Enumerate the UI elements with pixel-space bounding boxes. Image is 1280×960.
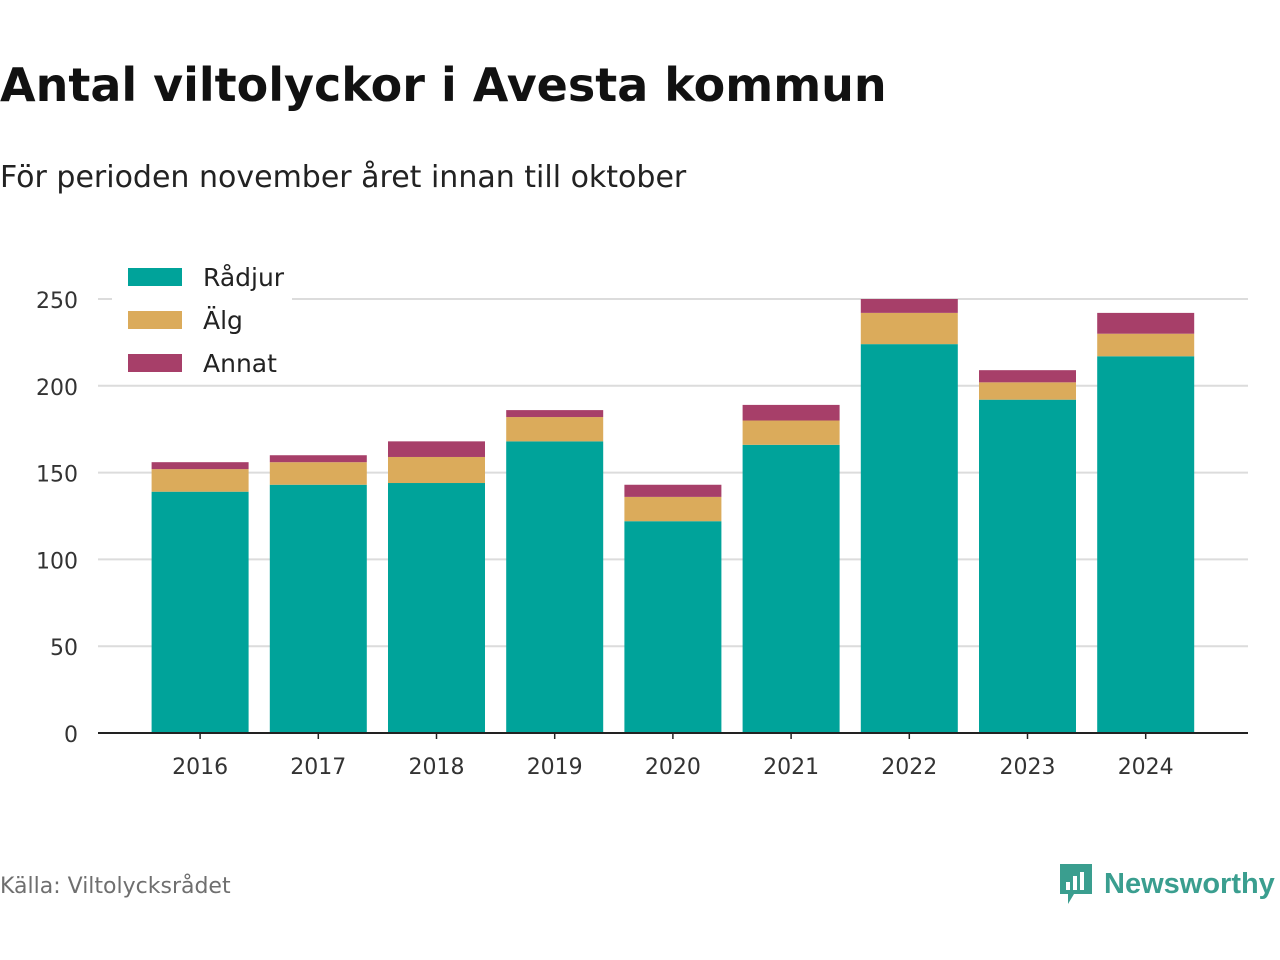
y-tick-label: 150 (36, 463, 78, 488)
bar-segment-älg (506, 417, 604, 442)
y-tick-label: 200 (36, 376, 78, 401)
x-tick-label: 2019 (527, 755, 583, 780)
bar-segment-rådjur (742, 444, 840, 733)
bar-segment-rådjur (624, 521, 722, 733)
bar-segment-annat (979, 370, 1076, 383)
bar-segment-rådjur (388, 483, 485, 733)
bar-segment-annat (506, 410, 604, 418)
x-tick-label: 2021 (763, 755, 819, 780)
axes: 0 50 100 150 200 250 2016 2017 2018 2019 2020 2021 2… (36, 289, 1248, 780)
bar-segment-älg (151, 469, 249, 492)
bar-segment-älg (979, 382, 1076, 400)
bar-segment-älg (388, 456, 485, 484)
y-tick-label: 0 (64, 723, 78, 748)
x-tick-label: 2018 (409, 755, 465, 780)
newsworthy-logo-icon (1060, 864, 1092, 904)
bar-segment-rådjur (979, 399, 1076, 733)
x-tick-label: 2023 (1000, 755, 1056, 780)
x-tick-label: 2020 (645, 755, 701, 780)
brand-logo: Newsworthy (1058, 862, 1275, 906)
y-tick-label: 100 (36, 549, 78, 574)
bar-segment-älg (269, 462, 367, 485)
x-tick-label: 2016 (172, 755, 228, 780)
bar-segment-annat (151, 462, 249, 470)
chart-title: Antal viltolyckor i Avesta kommun (0, 58, 887, 112)
bar-segment-annat (388, 441, 485, 457)
bar-segment-annat (624, 484, 722, 497)
bar-segment-annat (860, 299, 958, 313)
x-tick-label: 2024 (1118, 755, 1174, 780)
x-tick-label: 2017 (290, 755, 346, 780)
bar-segment-rådjur (506, 441, 604, 733)
y-tick-label: 250 (36, 289, 78, 314)
legend: Rådjur Älg Annat (112, 258, 292, 380)
chart-subtitle: För perioden november året innan till ok… (0, 160, 687, 195)
legend-swatch-älg (128, 311, 182, 329)
bar-segment-älg (742, 420, 840, 445)
bar-segment-älg (624, 496, 722, 522)
legend-label: Älg (203, 306, 243, 335)
bar-segment-rådjur (269, 484, 367, 733)
x-tick-label: 2022 (881, 755, 937, 780)
y-tick-label: 50 (50, 636, 78, 661)
bar-segment-rådjur (1097, 356, 1195, 733)
source-note: Källa: Viltolycksrådet (0, 874, 231, 899)
legend-swatch-rådjur (128, 268, 182, 286)
bars (151, 299, 1195, 733)
bar-segment-annat (1097, 312, 1195, 334)
bar-segment-annat (742, 404, 840, 421)
bar-segment-älg (1097, 333, 1195, 357)
legend-label: Annat (203, 349, 277, 378)
brand-name: Newsworthy (1104, 867, 1275, 900)
legend-swatch-annat (128, 354, 182, 372)
legend-label: Rådjur (203, 263, 285, 292)
bar-segment-annat (269, 455, 367, 463)
bar-segment-rådjur (860, 344, 958, 733)
bar-segment-rådjur (151, 491, 249, 733)
bar-segment-älg (860, 312, 958, 345)
